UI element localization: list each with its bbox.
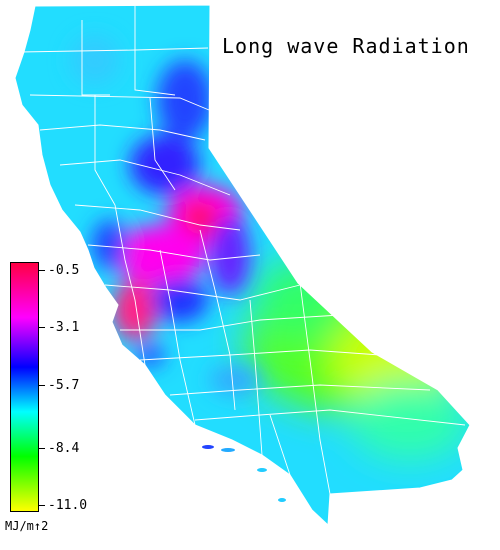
legend-tick xyxy=(39,505,45,506)
legend-color-bar xyxy=(10,262,39,512)
legend-unit: MJ/m↑2 xyxy=(5,519,49,533)
state-outline xyxy=(14,4,471,527)
legend-label-max: -0.5 xyxy=(48,263,80,278)
legend-label-min: -11.0 xyxy=(48,498,88,513)
legend-label: -5.7 xyxy=(48,378,80,393)
legend-label: -3.1 xyxy=(48,320,80,335)
legend-tick xyxy=(39,327,45,328)
map-title: Long wave Radiation xyxy=(222,34,470,58)
channel-islands xyxy=(202,445,286,502)
county-boundaries xyxy=(19,6,466,495)
legend-tick xyxy=(39,270,45,271)
legend-tick xyxy=(39,448,45,449)
legend-tick xyxy=(39,385,45,386)
legend-label: -8.4 xyxy=(48,441,80,456)
